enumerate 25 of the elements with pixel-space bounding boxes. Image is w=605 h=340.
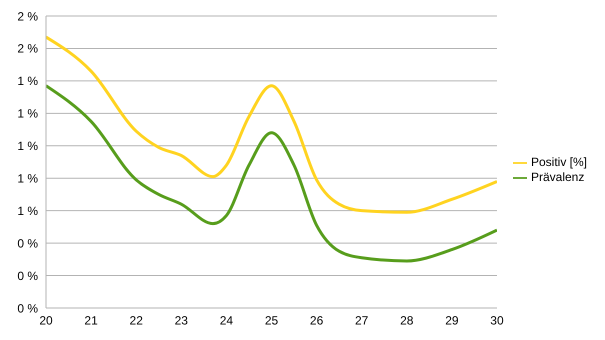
y-tick-label: 0 % (17, 301, 38, 316)
legend-label: Positiv [%] (530, 155, 587, 170)
x-tick-label: 28 (400, 314, 414, 328)
x-tick-label: 22 (130, 314, 144, 328)
x-tick-label: 24 (220, 314, 234, 328)
y-tick-label: 1 % (17, 204, 38, 218)
line-series (46, 84, 497, 262)
y-tick-label: 0 % (17, 268, 38, 283)
y-tick-label: 1 % (17, 74, 38, 88)
x-tick-label: 25 (264, 314, 278, 328)
x-tick-label: 27 (355, 314, 369, 328)
line-series (46, 36, 497, 214)
y-tick-label: 2 % (17, 9, 38, 24)
x-tick-label: 20 (39, 314, 53, 328)
y-tick-label: 1 % (17, 106, 38, 121)
y-tick-label: 2 % (17, 42, 38, 56)
legend-label: Prävalenz (530, 170, 584, 184)
x-tick-label: 21 (84, 314, 98, 328)
x-tick-label: 23 (174, 314, 188, 328)
x-tick-label: 30 (490, 314, 504, 328)
y-tick-label: 0 % (17, 236, 38, 250)
x-tick-label: 26 (310, 314, 324, 328)
y-tick-label: 1 % (17, 171, 38, 186)
y-tick-label: 1 % (17, 139, 38, 154)
x-tick-label: 29 (445, 314, 459, 328)
